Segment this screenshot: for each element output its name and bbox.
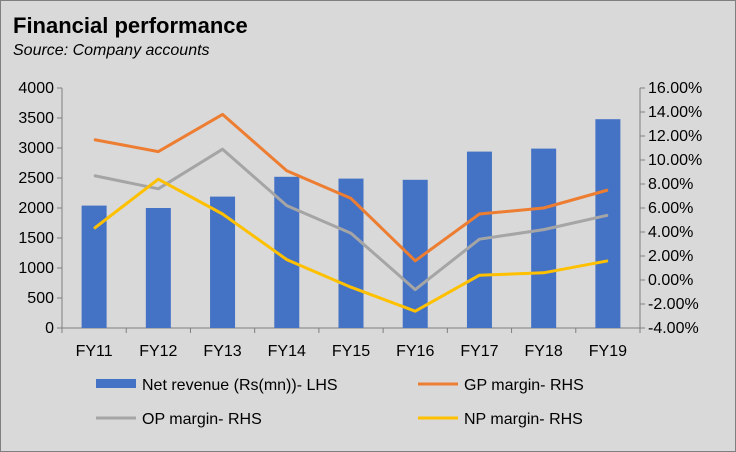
line-point-1	[222, 148, 224, 150]
bar-net-revenue	[595, 119, 621, 328]
line-point-1	[157, 188, 159, 190]
left-tick-label: 4000	[18, 80, 54, 97]
left-tick-label: 1500	[18, 230, 54, 247]
right-tick-label: 6.00%	[648, 200, 693, 217]
line-point-2	[93, 227, 95, 229]
line-point-1	[93, 175, 95, 177]
right-tick-label: 10.00%	[648, 152, 702, 169]
chart-subtitle: Source: Company accounts	[13, 42, 210, 59]
left-tick-label: 0	[45, 320, 54, 337]
x-tick-label: FY11	[76, 343, 113, 360]
right-tick-label: -4.00%	[648, 320, 699, 337]
line-point-1	[414, 289, 416, 291]
line-point-0	[286, 170, 288, 172]
line-point-2	[350, 286, 352, 288]
line-point-0	[93, 139, 95, 141]
line-point-0	[350, 197, 352, 199]
bar-net-revenue	[210, 196, 236, 328]
x-tick-label: FY14	[268, 343, 306, 360]
line-point-1	[543, 229, 545, 231]
left-tick-label: 2000	[18, 200, 54, 217]
line-point-2	[543, 272, 545, 274]
x-tick-label: FY12	[139, 343, 177, 360]
line-point-2	[286, 259, 288, 261]
x-tick-label: FY15	[332, 343, 370, 360]
right-tick-label: 16.00%	[648, 80, 702, 97]
line-point-2	[414, 310, 416, 312]
bar-net-revenue	[338, 178, 364, 328]
bar-net-revenue	[531, 148, 557, 328]
right-tick-label: -2.00%	[648, 296, 699, 313]
line-point-2	[222, 213, 224, 215]
right-tick-label: 14.00%	[648, 104, 702, 121]
line-point-0	[478, 213, 480, 215]
bar-net-revenue	[81, 205, 107, 328]
legend-label: NP margin- RHS	[464, 411, 583, 428]
left-tick-label: 3500	[18, 110, 54, 127]
line-point-1	[607, 214, 609, 216]
x-tick-label: FY13	[203, 343, 241, 360]
x-tick-label: FY16	[396, 343, 434, 360]
line-point-1	[478, 238, 480, 240]
x-tick-label: FY17	[460, 343, 498, 360]
line-point-2	[607, 260, 609, 262]
line-point-1	[350, 232, 352, 234]
x-tick-label: FY18	[525, 343, 563, 360]
line-point-0	[543, 207, 545, 209]
left-tick-label: 3000	[18, 140, 54, 157]
legend-label: GP margin- RHS	[464, 377, 584, 394]
left-tick-label: 1000	[18, 260, 54, 277]
right-tick-label: 2.00%	[648, 248, 693, 265]
line-point-2	[478, 274, 480, 276]
left-tick-label: 2500	[18, 170, 54, 187]
legend-label: OP margin- RHS	[142, 411, 262, 428]
right-tick-label: 4.00%	[648, 224, 693, 241]
legend-label: Net revenue (Rs(mn))- LHS	[142, 377, 338, 394]
right-tick-label: 12.00%	[648, 128, 702, 145]
legend-swatch-bar	[96, 379, 136, 388]
line-point-2	[157, 178, 159, 180]
x-tick-label: FY19	[589, 343, 627, 360]
line-point-0	[222, 113, 224, 115]
line-point-0	[157, 151, 159, 153]
chart-title: Financial performance	[13, 13, 248, 38]
bar-net-revenue	[145, 208, 171, 328]
line-point-1	[286, 205, 288, 207]
right-tick-label: 8.00%	[648, 176, 693, 193]
right-tick-label: 0.00%	[648, 272, 693, 289]
left-tick-label: 500	[27, 290, 54, 307]
line-point-0	[414, 260, 416, 262]
line-point-0	[607, 189, 609, 191]
